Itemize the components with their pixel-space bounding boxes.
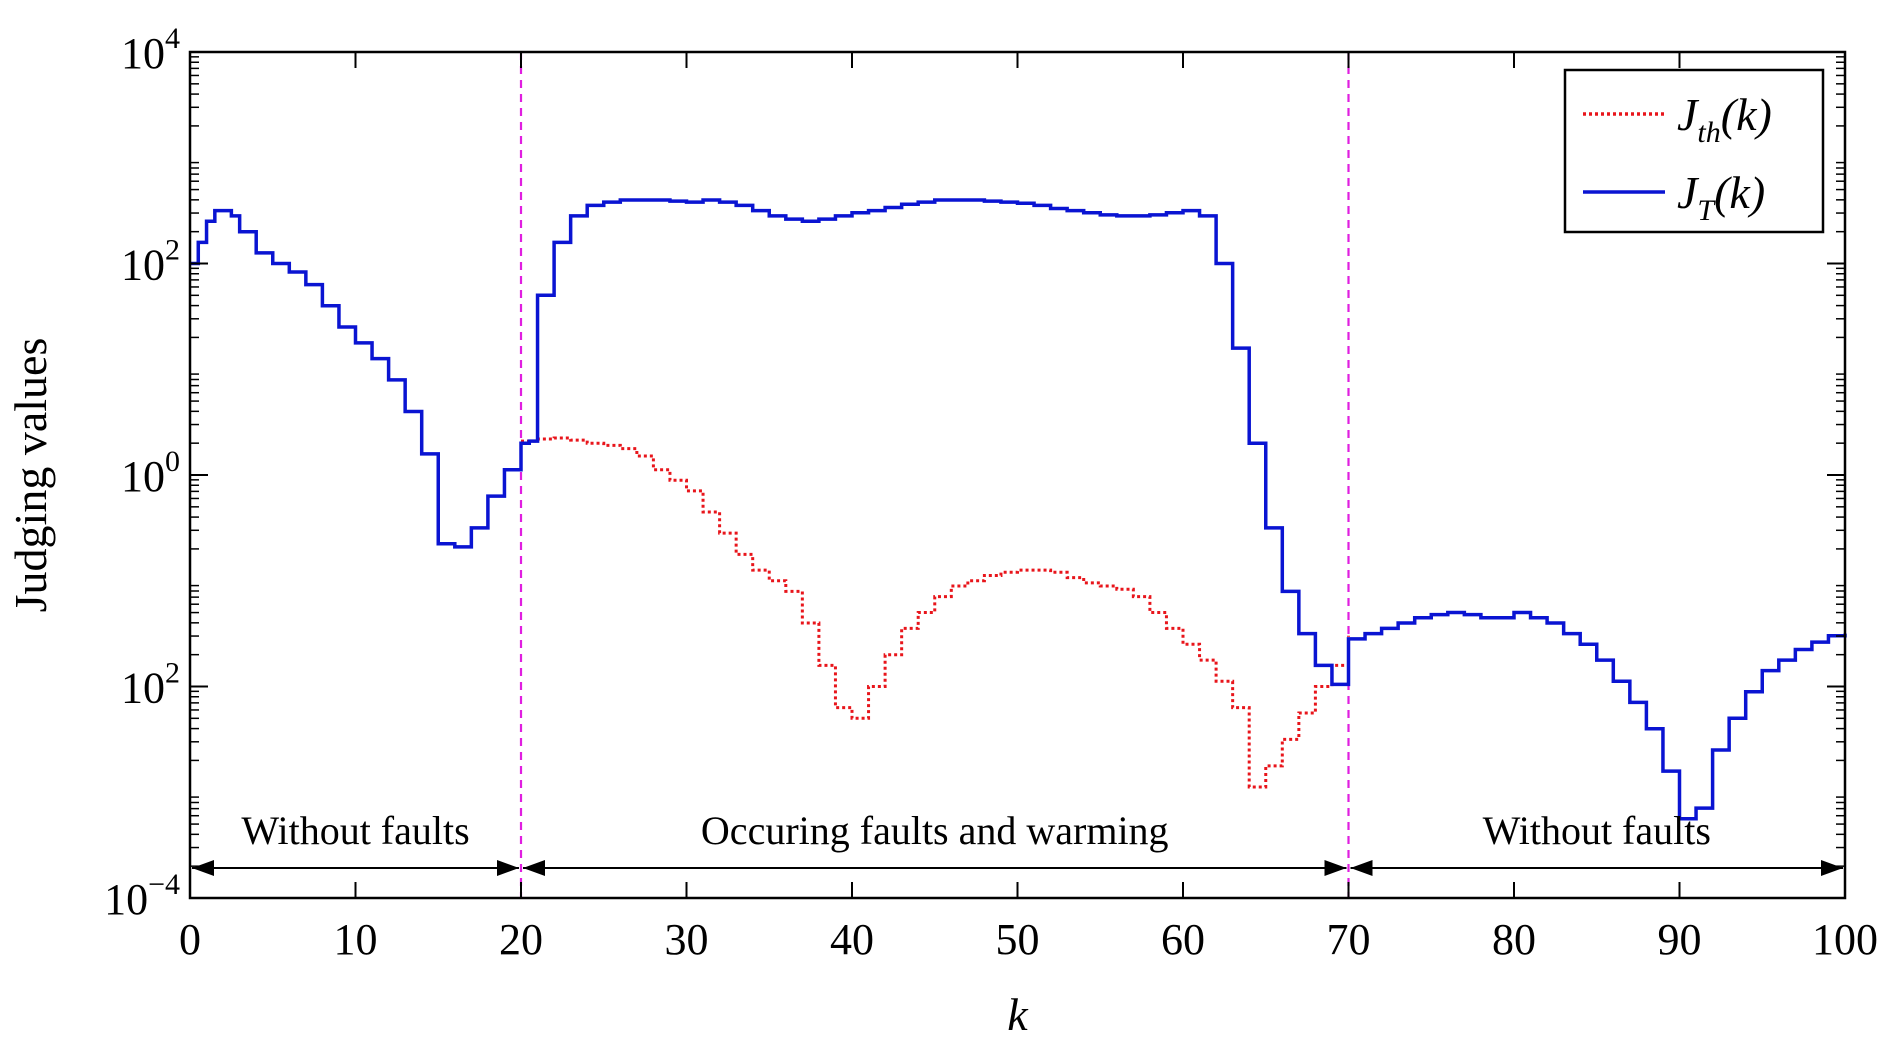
x-tick-label: 30 <box>665 915 709 964</box>
y-tick-base: 10 <box>121 452 165 501</box>
y-tick-base: 10 <box>121 29 165 78</box>
y-tick-exponent: 2 <box>165 657 180 690</box>
x-tick-label: 60 <box>1161 915 1205 964</box>
arrowhead-left <box>1350 860 1373 876</box>
y-tick-label: 10−4 <box>104 868 180 924</box>
legend-entry: Jth(k) <box>1677 89 1772 149</box>
y-tick-base: 10 <box>121 664 165 713</box>
legend-subscript: T <box>1697 194 1716 227</box>
legend-argument: (k) <box>1721 89 1772 140</box>
legend-base: J <box>1677 89 1700 140</box>
y-tick-exponent: −4 <box>148 868 180 901</box>
y-tick-label: 104 <box>121 22 180 78</box>
legend-argument: (k) <box>1714 167 1765 218</box>
y-tick-label: 100 <box>121 445 180 501</box>
y-tick-base: 10 <box>121 241 165 290</box>
arrowhead-right <box>497 860 519 876</box>
series-line-jt <box>190 198 1847 821</box>
y-tick-base: 10 <box>104 875 148 924</box>
x-tick-label: 20 <box>499 915 543 964</box>
y-tick-exponent: 0 <box>165 445 180 478</box>
region-annotations: Without faults Occuring faults and warmin… <box>192 808 1843 876</box>
x-axis-label: k <box>1007 989 1029 1040</box>
region-label: Without faults <box>241 808 469 853</box>
x-tick-label: 50 <box>996 915 1040 964</box>
x-tick-label: 100 <box>1812 915 1878 964</box>
legend-subscript: th <box>1697 116 1720 149</box>
legend-base: J <box>1677 167 1700 218</box>
x-tick-label: 10 <box>334 915 378 964</box>
x-tick-label: 80 <box>1492 915 1536 964</box>
vertical-lines <box>519 52 1350 898</box>
legend-box <box>1563 68 1825 234</box>
x-tick-label: 40 <box>830 915 874 964</box>
arrowhead-left <box>523 860 545 876</box>
y-axis-label: Judging values <box>5 338 56 613</box>
arrowhead-right <box>1821 860 1843 876</box>
series-layer <box>190 198 1847 821</box>
y-tick-label: 102 <box>121 657 180 713</box>
region-label: Occuring faults and warming <box>701 808 1169 853</box>
y-tick-exponent: 2 <box>165 234 180 267</box>
arrowhead-right <box>1324 860 1347 876</box>
x-tick-label: 70 <box>1327 915 1371 964</box>
series-line-jth <box>521 436 1350 789</box>
x-tick-label: 0 <box>179 915 201 964</box>
legend: Jth(k)JT(k) <box>1563 68 1825 234</box>
arrowhead-left <box>192 860 214 876</box>
y-tick-exponent: 4 <box>165 22 180 55</box>
y-tick-label: 102 <box>121 234 180 290</box>
x-tick-label: 90 <box>1658 915 1702 964</box>
region-label: Without faults <box>1483 808 1711 853</box>
legend-entry: JT(k) <box>1677 167 1765 227</box>
